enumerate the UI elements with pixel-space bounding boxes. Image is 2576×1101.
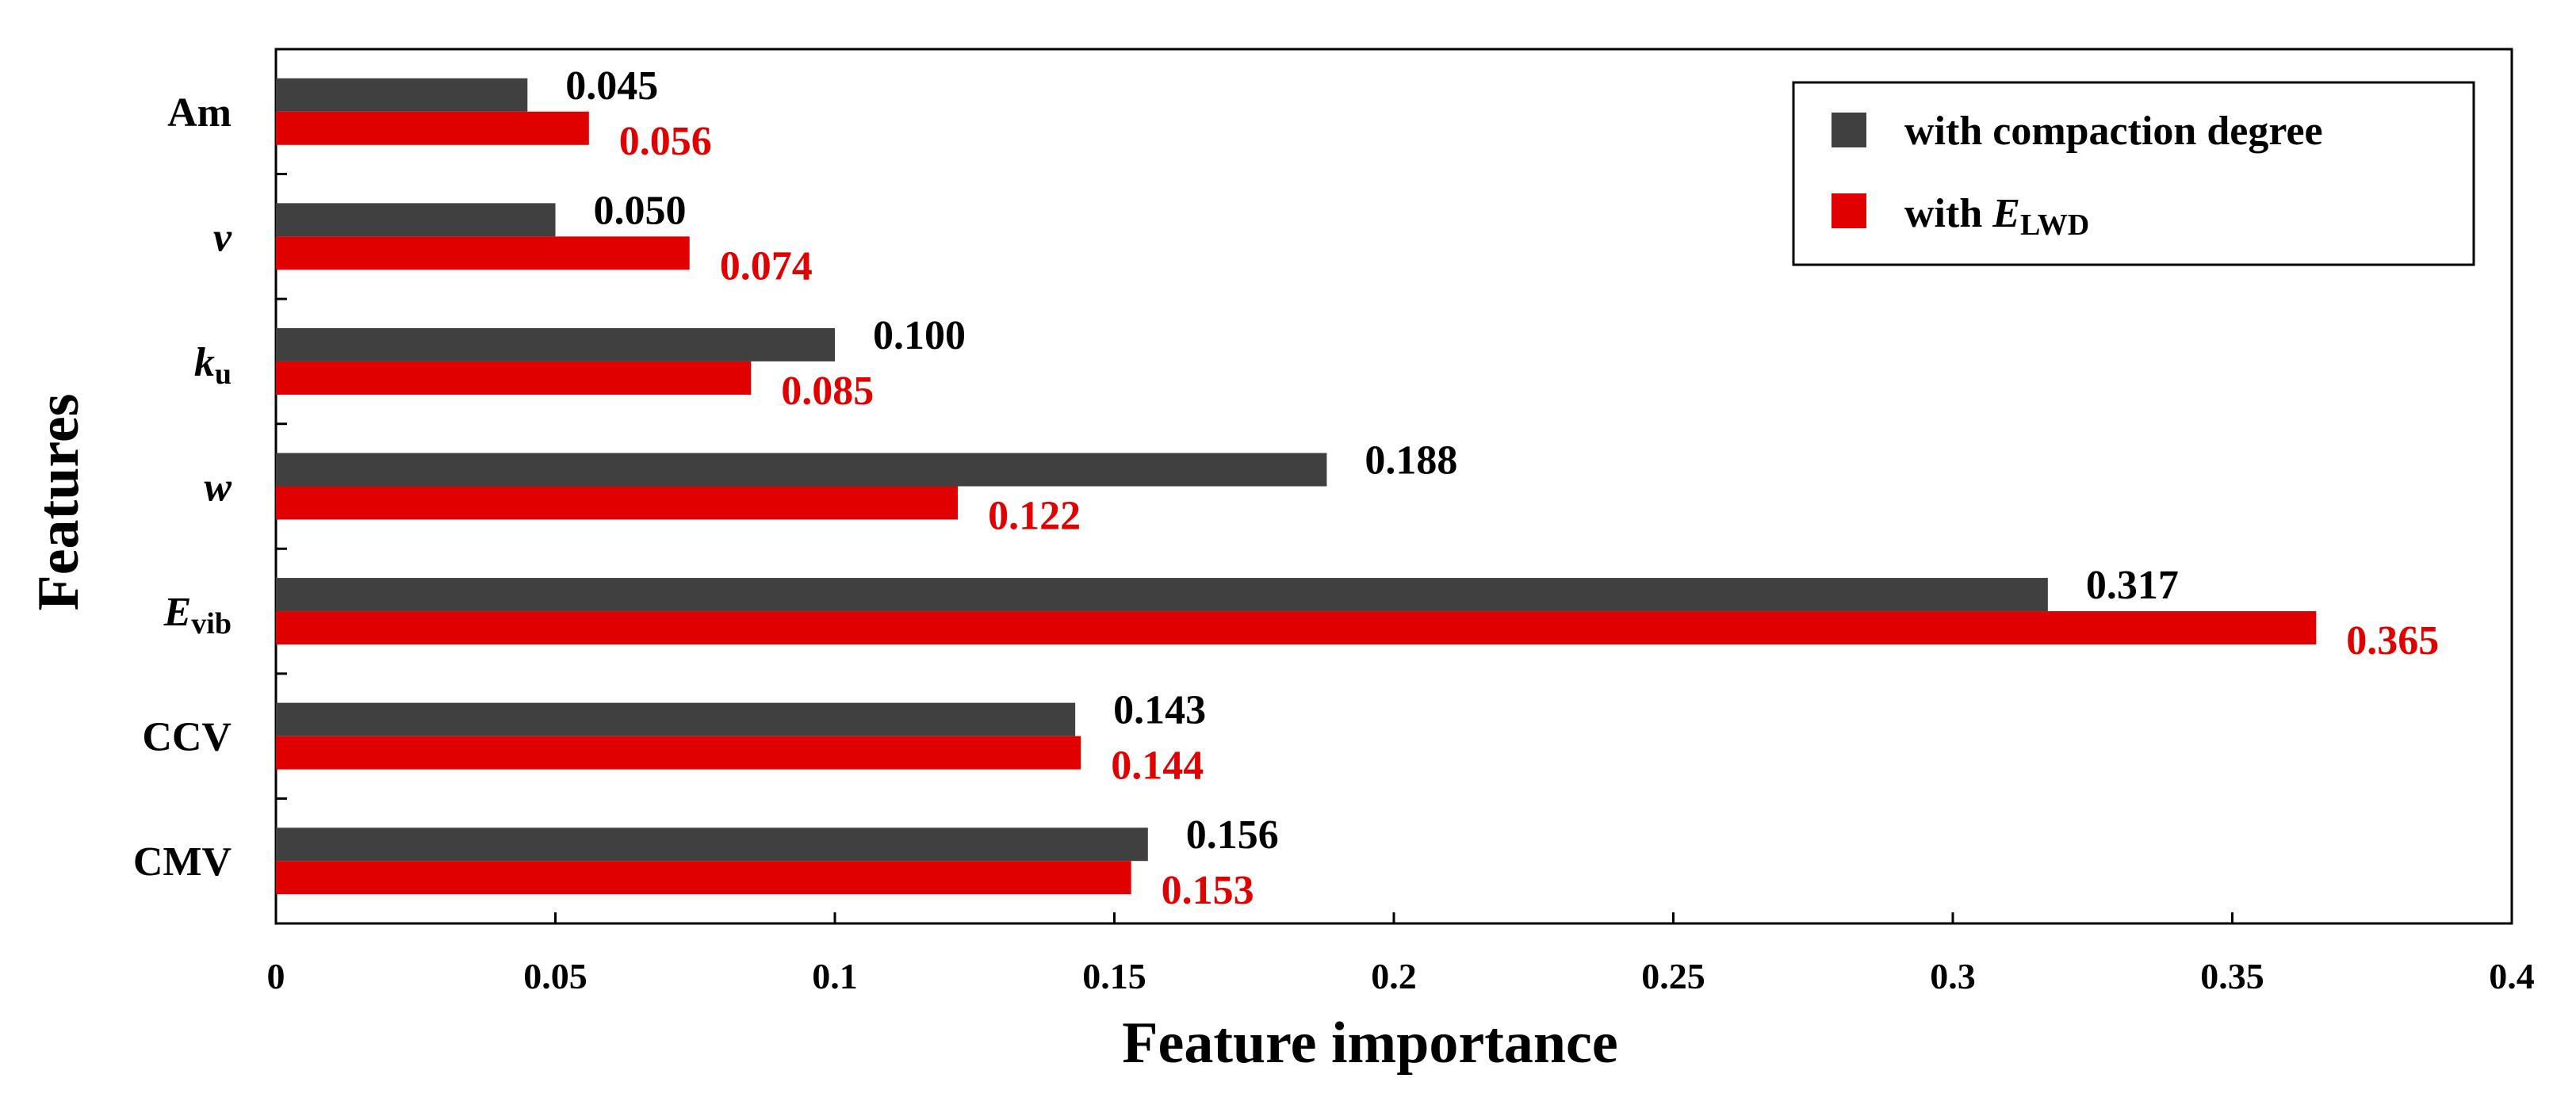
value-label-series1-ku: 0.100 bbox=[873, 313, 966, 358]
y-category-label-evib: Evib bbox=[163, 590, 232, 640]
value-label-series1-evib: 0.317 bbox=[2086, 563, 2179, 608]
bars-group bbox=[276, 78, 2317, 895]
bar-series1-v bbox=[276, 203, 556, 237]
legend-swatch-series2 bbox=[1832, 193, 1866, 228]
value-label-series2-w: 0.122 bbox=[988, 494, 1081, 539]
x-axis-title: Feature importance bbox=[1122, 1011, 1617, 1076]
value-label-series2-ku: 0.085 bbox=[781, 369, 874, 414]
y-category-label-v: v bbox=[213, 215, 232, 260]
legend-swatch-series1 bbox=[1832, 113, 1866, 147]
x-tick-label: 0.3 bbox=[1930, 956, 1976, 996]
value-label-series2-ccv: 0.144 bbox=[1111, 744, 1204, 789]
bar-series2-cmv bbox=[276, 861, 1131, 895]
y-category-label-ccv: CCV bbox=[142, 715, 232, 760]
legend-label-series2: with ELWD bbox=[1904, 191, 2089, 242]
bar-series1-ccv bbox=[276, 702, 1076, 736]
x-tick-label: 0.4 bbox=[2489, 956, 2535, 996]
value-label-series2-v: 0.074 bbox=[720, 243, 813, 289]
x-tick-label: 0 bbox=[267, 956, 285, 996]
x-tick-label: 0.35 bbox=[2200, 956, 2264, 996]
bar-series2-ku bbox=[276, 361, 752, 395]
value-label-series1-w: 0.188 bbox=[1365, 438, 1457, 484]
y-category-label-am: Am bbox=[167, 90, 232, 136]
bar-series2-w bbox=[276, 486, 959, 520]
bar-series2-am bbox=[276, 111, 589, 145]
value-label-series2-cmv: 0.153 bbox=[1162, 868, 1254, 913]
bar-series2-v bbox=[276, 236, 690, 270]
x-tick-label: 0.2 bbox=[1371, 956, 1417, 996]
bar-series1-evib bbox=[276, 578, 2048, 612]
value-label-series1-ccv: 0.143 bbox=[1113, 688, 1206, 733]
bar-series2-evib bbox=[276, 611, 2317, 645]
y-category-label-w: w bbox=[204, 465, 232, 510]
y-axis-title: Features bbox=[26, 394, 91, 611]
x-tick-label: 0.05 bbox=[523, 956, 588, 996]
value-label-series1-am: 0.045 bbox=[565, 63, 658, 109]
value-label-series1-cmv: 0.156 bbox=[1186, 812, 1279, 858]
bar-series1-am bbox=[276, 78, 528, 112]
y-category-label-ku: ku bbox=[194, 340, 232, 391]
x-axis: 0 0.05 0.1 0.15 0.2 0.25 0.3 0.35 0.4 bbox=[267, 912, 2535, 996]
value-label-series1-v: 0.050 bbox=[594, 188, 687, 233]
bar-series1-ku bbox=[276, 327, 835, 361]
y-category-label-cmv: CMV bbox=[133, 839, 232, 885]
x-tick-label: 0.1 bbox=[812, 956, 858, 996]
bar-series1-cmv bbox=[276, 828, 1148, 862]
bar-series1-w bbox=[276, 453, 1327, 487]
x-tick-label: 0.15 bbox=[1082, 956, 1146, 996]
legend: with compaction degree with ELWD bbox=[1792, 81, 2475, 266]
x-tick-label: 0.25 bbox=[1641, 956, 1705, 996]
y-axis: Am v ku w Evib CCV CMV bbox=[133, 48, 287, 925]
legend-label-series1: with compaction degree bbox=[1904, 109, 2323, 154]
value-labels-group: 0.045 0.056 0.050 0.074 0.100 0.085 0.188 0.122… bbox=[565, 63, 2439, 913]
legend-box bbox=[1792, 81, 2475, 266]
value-label-series2-am: 0.056 bbox=[619, 119, 712, 164]
bar-series2-ccv bbox=[276, 736, 1081, 770]
value-label-series2-evib: 0.365 bbox=[2346, 618, 2439, 663]
